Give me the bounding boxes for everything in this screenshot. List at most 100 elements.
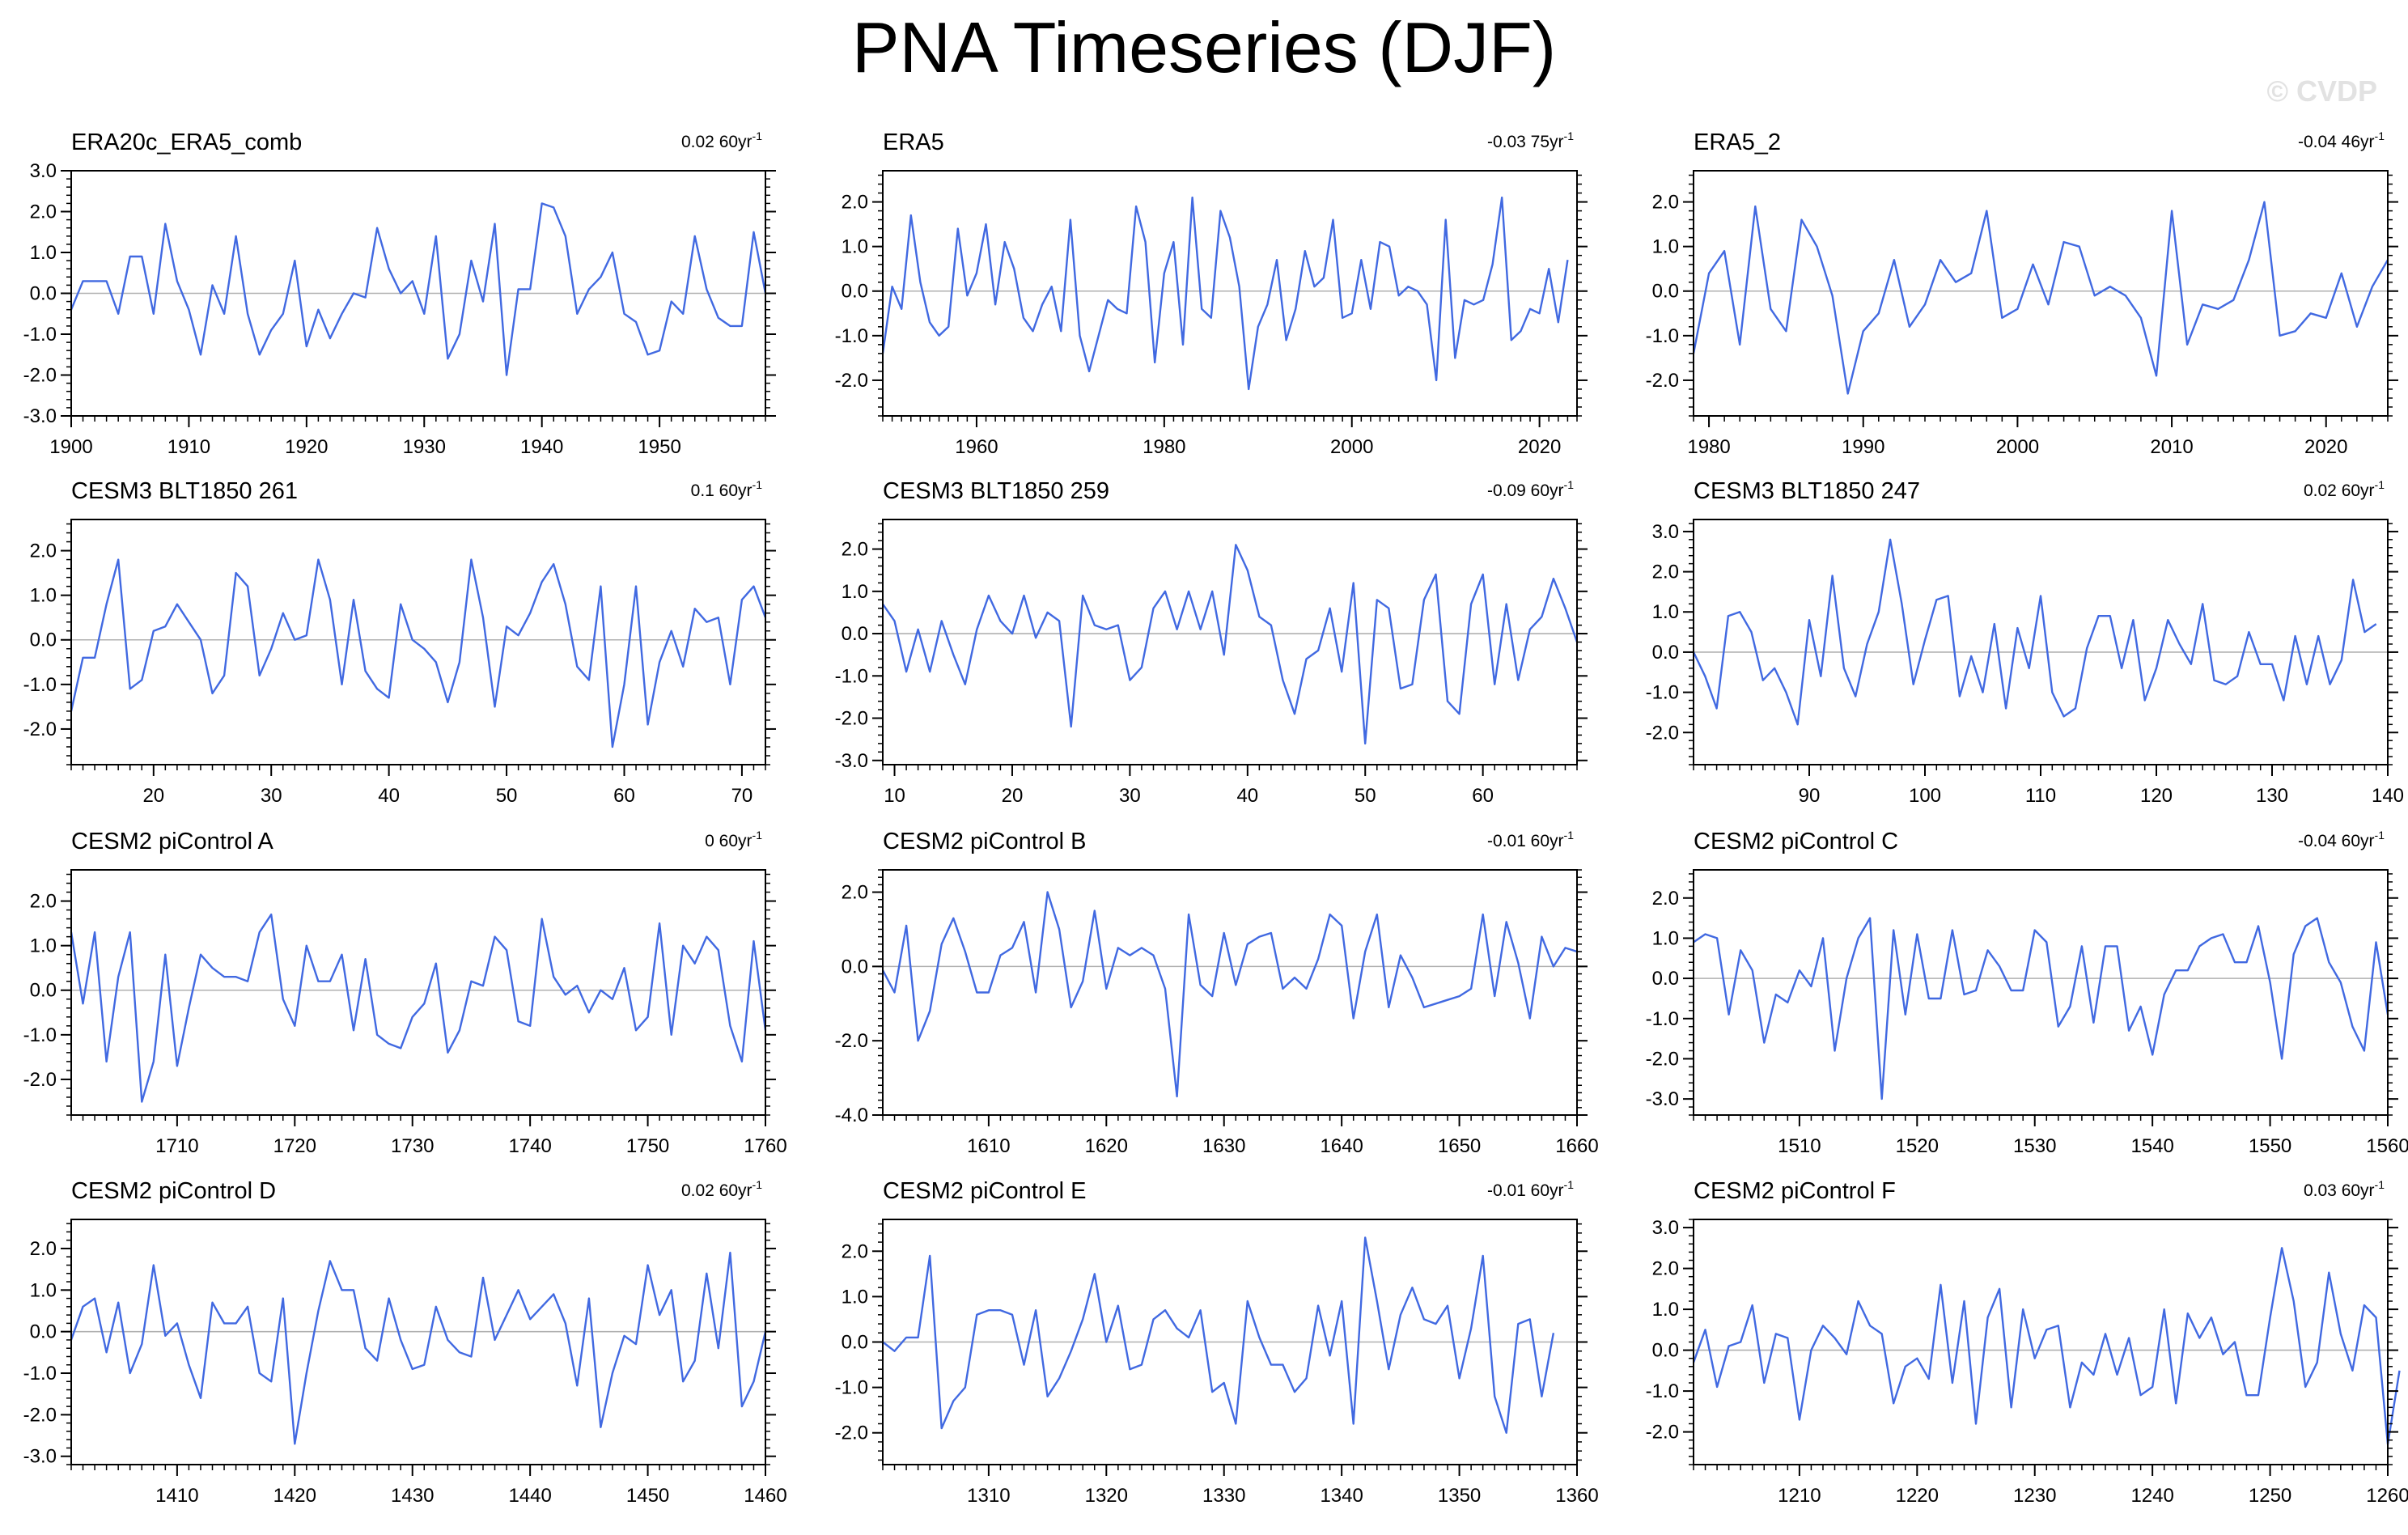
y-tick-label: -3.0 bbox=[23, 405, 57, 427]
panel-title: ERA20c_ERA5_comb bbox=[71, 129, 302, 155]
y-tick-label: 0.0 bbox=[30, 980, 57, 1002]
x-tick-label: 1260 bbox=[2366, 1485, 2408, 1507]
x-tick-label: 110 bbox=[2025, 785, 2056, 807]
y-tick-label: 2.0 bbox=[1652, 1258, 1679, 1280]
x-tick-label: 1740 bbox=[508, 1135, 551, 1157]
x-tick-label: 2020 bbox=[1518, 436, 1561, 458]
x-tick-label: 1720 bbox=[273, 1135, 316, 1157]
y-tick-label: -1.0 bbox=[23, 1363, 57, 1384]
y-tick-label: 3.0 bbox=[1652, 521, 1679, 543]
y-tick-label: 3.0 bbox=[1652, 1217, 1679, 1239]
x-tick-label: 70 bbox=[731, 785, 753, 807]
x-tick-label: 2020 bbox=[2304, 436, 2347, 458]
panel-4: CESM3 BLT1850 259 -0.09 60yr-1 -3.0 -2.0 -1.… bbox=[835, 478, 1588, 807]
y-tick-label: 1.0 bbox=[30, 242, 57, 264]
y-tick-label: -2.0 bbox=[835, 708, 868, 730]
panel-title: CESM2 piControl B bbox=[883, 829, 1086, 854]
plot-frame bbox=[70, 869, 766, 1116]
y-tick-label: -2.0 bbox=[23, 719, 57, 740]
plot-frame bbox=[1693, 869, 2389, 1116]
x-tick-label: 1650 bbox=[1438, 1135, 1481, 1157]
x-tick-label: 1930 bbox=[403, 436, 446, 458]
x-tick-label: 1210 bbox=[1778, 1485, 1821, 1507]
x-tick-label: 140 bbox=[2372, 785, 2404, 807]
y-tick-label: 0.0 bbox=[842, 281, 868, 303]
panel-title: CESM2 piControl F bbox=[1694, 1178, 1896, 1204]
x-tick-label: 1710 bbox=[155, 1135, 198, 1157]
y-tick-label: 2.0 bbox=[30, 891, 57, 913]
trend-label: -0.03 75yr-1 bbox=[1487, 129, 1574, 151]
x-tick-label: 1250 bbox=[2249, 1485, 2291, 1507]
x-tick-label: 50 bbox=[1354, 785, 1376, 807]
x-tick-label: 2010 bbox=[2150, 436, 2193, 458]
x-tick-label: 90 bbox=[1799, 785, 1821, 807]
x-tick-label: 130 bbox=[2256, 785, 2288, 807]
y-tick-label: 2.0 bbox=[842, 1240, 868, 1262]
x-tick-label: 10 bbox=[884, 785, 905, 807]
series-line bbox=[1692, 538, 2377, 726]
x-tick-label: 1330 bbox=[1202, 1485, 1245, 1507]
trend-label: 0.02 60yr-1 bbox=[681, 129, 762, 151]
y-tick-label: -2.0 bbox=[1646, 370, 1679, 392]
x-tick-label: 1420 bbox=[273, 1485, 316, 1507]
y-tick-label: 0.0 bbox=[1652, 642, 1679, 664]
x-tick-label: 1220 bbox=[1896, 1485, 1939, 1507]
trend-label: -0.01 60yr-1 bbox=[1487, 829, 1574, 850]
series-line bbox=[1692, 1247, 2401, 1446]
y-tick-label: -4.0 bbox=[835, 1105, 868, 1126]
x-tick-label: 1350 bbox=[1438, 1485, 1481, 1507]
x-tick-label: 1660 bbox=[1555, 1135, 1598, 1157]
series-line bbox=[70, 1251, 767, 1445]
x-tick-label: 1540 bbox=[2130, 1135, 2173, 1157]
y-tick-label: 0.0 bbox=[842, 623, 868, 645]
trend-label: -0.09 60yr-1 bbox=[1487, 478, 1574, 500]
x-tick-label: 1440 bbox=[508, 1485, 551, 1507]
plot-frame bbox=[882, 519, 1578, 765]
trend-label: -0.01 60yr-1 bbox=[1487, 1178, 1574, 1200]
x-tick-label: 1980 bbox=[1143, 436, 1185, 458]
y-tick-label: 2.0 bbox=[842, 539, 868, 561]
y-tick-label: 1.0 bbox=[842, 236, 868, 258]
panel-title: CESM3 BLT1850 261 bbox=[71, 478, 298, 504]
y-tick-label: -2.0 bbox=[1646, 1422, 1679, 1444]
y-tick-label: 2.0 bbox=[1652, 888, 1679, 910]
panel-6: CESM2 piControl A 0 60yr-1 -2.0 -1.0 0.0 1.0 2… bbox=[23, 829, 787, 1157]
x-tick-label: 1340 bbox=[1320, 1485, 1363, 1507]
trend-label: 0.1 60yr-1 bbox=[691, 478, 763, 500]
x-tick-label: 60 bbox=[1472, 785, 1494, 807]
plot-frame bbox=[1693, 519, 2389, 765]
y-tick-label: -3.0 bbox=[835, 750, 868, 772]
panel-title: CESM2 piControl E bbox=[883, 1178, 1086, 1204]
x-tick-label: 30 bbox=[1119, 785, 1141, 807]
x-tick-label: 1450 bbox=[626, 1485, 669, 1507]
panel-title: ERA5 bbox=[883, 129, 944, 155]
panel-11: CESM2 piControl F 0.03 60yr-1 -2.0 -1.0 0.0 1… bbox=[1646, 1178, 2408, 1507]
plot-frame bbox=[70, 519, 766, 765]
y-tick-label: -1.0 bbox=[835, 1377, 868, 1399]
x-tick-label: 1760 bbox=[744, 1135, 786, 1157]
y-tick-label: 2.0 bbox=[1652, 192, 1679, 214]
y-tick-label: -1.0 bbox=[23, 674, 57, 696]
series-line bbox=[882, 1236, 1555, 1434]
y-tick-label: -2.0 bbox=[23, 1069, 57, 1091]
y-tick-label: 1.0 bbox=[30, 585, 57, 607]
y-tick-label: -1.0 bbox=[23, 1024, 57, 1046]
y-tick-label: 0.0 bbox=[842, 1332, 868, 1354]
x-tick-label: 1640 bbox=[1320, 1135, 1363, 1157]
y-tick-label: -2.0 bbox=[835, 1030, 868, 1052]
x-tick-label: 1460 bbox=[744, 1485, 786, 1507]
trend-label: 0.03 60yr-1 bbox=[2304, 1178, 2385, 1200]
panel-1: ERA5 -0.03 75yr-1 -2.0 -1.0 0.0 1.0 2.0 1960 198… bbox=[835, 129, 1588, 458]
y-tick-label: 0.0 bbox=[1652, 1340, 1679, 1362]
x-tick-label: 1360 bbox=[1555, 1485, 1598, 1507]
panel-2: ERA5_2 -0.04 46yr-1 -2.0 -1.0 0.0 1.0 2.0 1980 1… bbox=[1646, 129, 2398, 458]
y-tick-label: 0.0 bbox=[30, 630, 57, 651]
y-tick-label: -2.0 bbox=[1646, 722, 1679, 744]
x-tick-label: 50 bbox=[496, 785, 518, 807]
x-tick-label: 1430 bbox=[391, 1485, 434, 1507]
series-line bbox=[1692, 201, 2389, 395]
plot-frame bbox=[882, 869, 1578, 1116]
x-tick-label: 2000 bbox=[1996, 436, 2039, 458]
panel-title: CESM3 BLT1850 259 bbox=[883, 478, 1109, 504]
